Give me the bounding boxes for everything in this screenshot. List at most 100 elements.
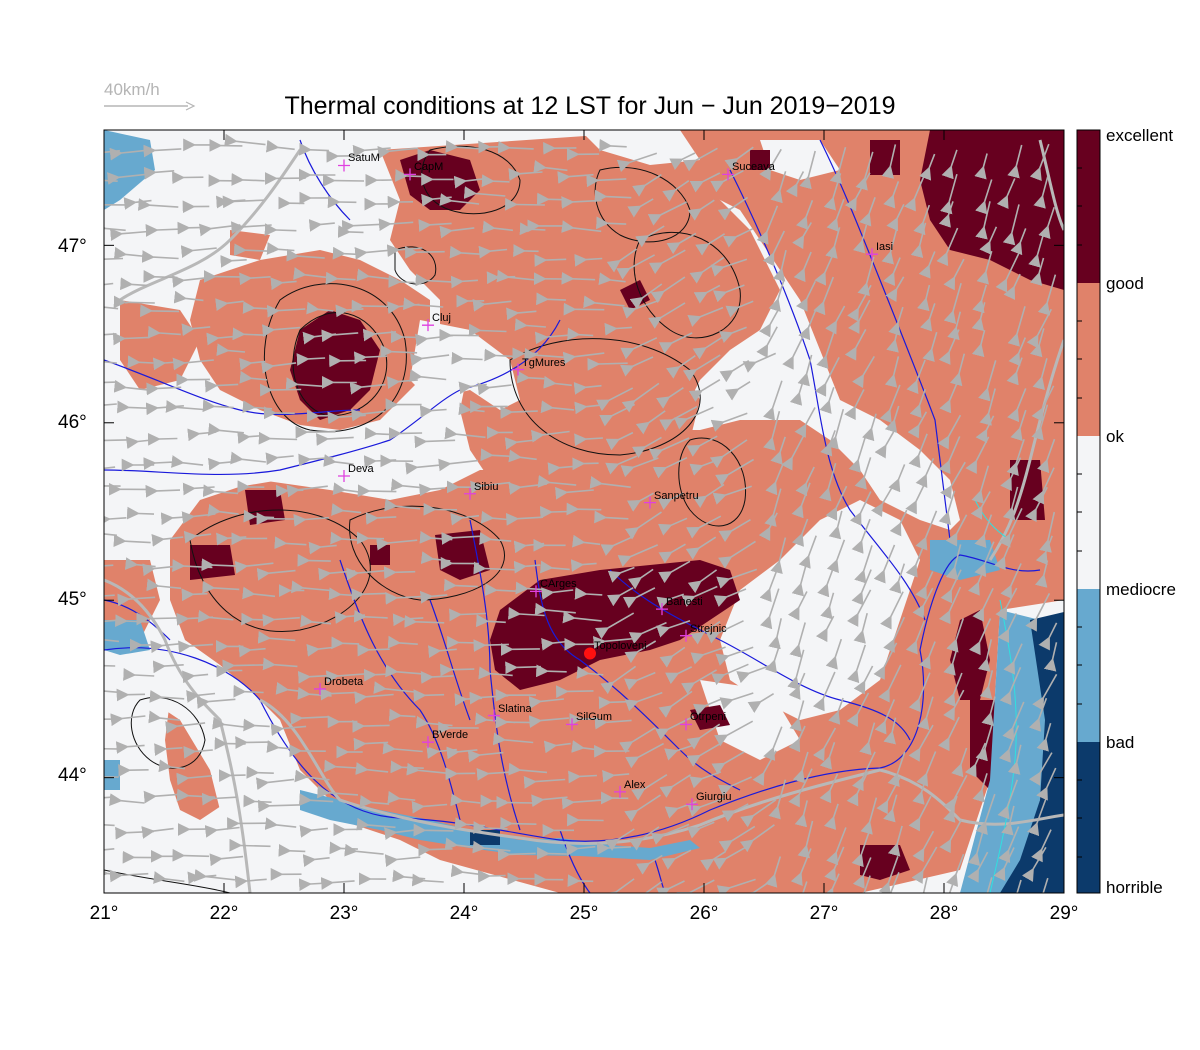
wind-arrow [1002, 701, 1025, 741]
wind-arrow [687, 797, 726, 817]
wind-arrow [943, 795, 958, 823]
wind-arrow [209, 853, 244, 867]
wind-arrow [705, 620, 744, 644]
city-marker [338, 159, 350, 172]
wind-arrow [104, 360, 117, 364]
wind-arrow [286, 484, 328, 498]
wind-arrow [536, 664, 567, 678]
wind-arrow [222, 659, 264, 673]
wind-arrow [888, 306, 904, 336]
wind-arrow [725, 300, 754, 318]
wind-arrow [849, 491, 872, 526]
wind-arrow [505, 512, 544, 526]
wind-arrow [1007, 744, 1022, 775]
wind-arrow [565, 843, 596, 857]
wind-arrow [715, 646, 754, 666]
wind-arrow [666, 232, 697, 255]
wind-arrow [204, 379, 239, 393]
wind-arrow [972, 284, 988, 314]
wind-arrow [829, 146, 847, 185]
city-label: Drobeta [324, 675, 364, 688]
wind-arrow [350, 408, 386, 422]
wind-arrow [344, 843, 384, 857]
wind-arrow [443, 578, 478, 592]
wind-arrow [316, 433, 354, 446]
wind-arrow [470, 480, 511, 494]
wind-arrow [848, 435, 867, 473]
wind-arrow [881, 144, 897, 179]
wind-arrow [325, 271, 356, 285]
wind-arrow [918, 251, 936, 279]
wind-arrow [1030, 328, 1045, 358]
wind-arrow [229, 838, 271, 852]
wind-arrow [1003, 273, 1021, 300]
wind-arrow [825, 485, 848, 521]
wind-arrow [624, 640, 657, 664]
wind-arrow [937, 414, 962, 450]
wind-arrow [828, 697, 844, 725]
wind-arrow [820, 430, 836, 457]
wind-arrow [972, 773, 988, 803]
city-label: Alex [624, 778, 646, 791]
city-marker [422, 319, 434, 332]
lon-tick-29: 29° [1049, 903, 1079, 924]
wind-arrow [758, 512, 778, 541]
wind-arrow [1027, 795, 1048, 837]
wind-arrow [438, 458, 479, 472]
wind-arrow [886, 203, 905, 232]
wind-arrow [172, 357, 214, 371]
wind-arrow [440, 663, 475, 677]
wind-arrow [760, 588, 780, 630]
wind-arrow [658, 543, 686, 564]
wind-arrow [337, 225, 364, 238]
wind-arrow [143, 166, 175, 180]
wind-arrow [940, 173, 958, 215]
wind-arrow [1000, 457, 1022, 492]
wind-arrow [689, 172, 721, 193]
wind-arrow [403, 297, 444, 311]
colorbar-excellent [1077, 130, 1100, 283]
wind-arrow [239, 370, 268, 384]
wind-arrow [540, 560, 570, 574]
wind-arrow [467, 749, 504, 763]
wind-arrow [975, 179, 993, 215]
city-label: Sibiu [474, 480, 499, 493]
wind-arrow [909, 388, 927, 419]
wind-arrow [626, 492, 654, 512]
wind-arrow [1038, 622, 1058, 651]
wind-arrow [922, 331, 938, 362]
wind-arrow [114, 614, 150, 628]
chart-title: Thermal conditions at 12 LST for Jun − J… [284, 92, 896, 120]
wind-arrow [740, 799, 777, 828]
wind-arrow [376, 537, 418, 551]
wind-arrow [561, 796, 601, 810]
lon-tick-24: 24° [449, 903, 479, 924]
wind-arrow [905, 540, 927, 578]
wind-arrow [1028, 697, 1048, 732]
city-marker [644, 496, 656, 509]
city-marker [488, 709, 500, 722]
wind-arrow [331, 503, 362, 516]
wind-arrow [299, 825, 328, 838]
wind-arrow [595, 612, 635, 640]
wind-arrow [150, 640, 181, 654]
wind-arrow [409, 369, 447, 382]
wind-arrow [648, 302, 686, 329]
wind-arrow [468, 323, 507, 337]
wind-arrow [787, 591, 808, 621]
wind-arrow [883, 257, 901, 287]
wind-arrow [794, 407, 816, 438]
wind-arrow [540, 400, 575, 414]
wind-arrow [256, 567, 296, 581]
wind-arrow [473, 561, 515, 575]
wind-arrow [998, 826, 1020, 864]
wind-arrow [906, 359, 926, 395]
wind-arrow [534, 254, 567, 267]
wind-arrow [825, 305, 846, 335]
wind-arrow [473, 821, 508, 834]
wind-arrow [241, 612, 270, 626]
wind-arrow [908, 672, 931, 713]
wind-arrow [943, 647, 958, 676]
wind-arrow [331, 636, 360, 650]
wind-arrow [873, 544, 896, 584]
